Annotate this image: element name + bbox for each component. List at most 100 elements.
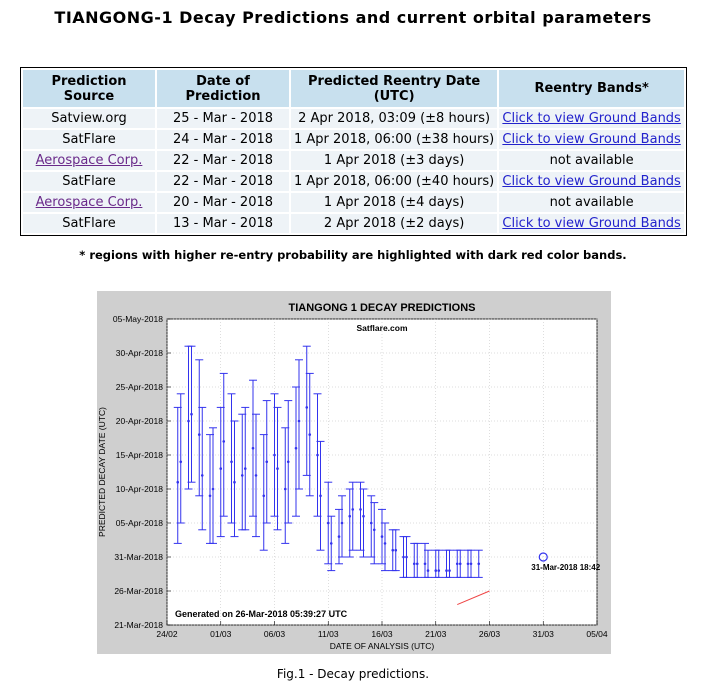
data-point bbox=[211, 487, 215, 491]
y-tick-label: 10-Apr-2018 bbox=[116, 484, 164, 494]
data-point bbox=[276, 467, 279, 470]
ground-bands-link[interactable]: Click to view Ground Bands bbox=[502, 174, 681, 189]
data-point bbox=[380, 535, 384, 538]
x-axis-label: DATE OF ANALYSIS (UTC) bbox=[330, 641, 435, 651]
cell-predicted-reentry-date: 1 Apr 2018, 06:00 (±40 hours) bbox=[291, 172, 498, 191]
decay-chart: TIANGONG 1 DECAY PREDICTIONSSatflare.com… bbox=[97, 302, 608, 651]
cell-predicted-reentry-date: 2 Apr 2018, 03:09 (±8 hours) bbox=[291, 109, 498, 128]
data-point bbox=[243, 467, 247, 470]
y-tick-label: 15-Apr-2018 bbox=[116, 450, 164, 460]
table-row: Aerospace Corp. 20 - Mar - 2018 1 Apr 2018… bbox=[23, 193, 684, 212]
data-point bbox=[362, 514, 365, 518]
cell-prediction-source: Satview.org bbox=[23, 109, 155, 128]
table-row: SatFlare 13 - Mar - 2018 2 Apr 2018 (±2 da… bbox=[23, 214, 684, 233]
data-point bbox=[340, 521, 344, 525]
cell-prediction-source: SatFlare bbox=[23, 130, 155, 149]
chart-frame: TIANGONG 1 DECAY PREDICTIONS Satflare.com… bbox=[97, 291, 611, 654]
data-point bbox=[469, 562, 473, 566]
table-row: SatFlare 24 - Mar - 2018 1 Apr 2018, 06:00… bbox=[23, 130, 684, 149]
x-tick-label: 31/03 bbox=[533, 629, 555, 639]
data-point bbox=[351, 508, 355, 511]
cell-predicted-reentry-date: 1 Apr 2018 (±4 days) bbox=[291, 193, 498, 212]
data-point bbox=[412, 562, 416, 566]
data-point bbox=[187, 419, 190, 423]
header-predicted-reentry-date: Predicted Reentry Date (UTC) bbox=[291, 70, 498, 107]
y-tick-label: 26-Mar-2018 bbox=[114, 586, 163, 596]
data-point bbox=[402, 555, 405, 559]
y-tick-label: 05-May-2018 bbox=[113, 314, 163, 324]
y-tick-label: 30-Apr-2018 bbox=[116, 348, 164, 358]
data-point bbox=[369, 521, 373, 525]
y-tick-label: 05-Apr-2018 bbox=[116, 518, 164, 528]
y-tick-label: 20-Apr-2018 bbox=[116, 416, 164, 426]
ground-bands-link[interactable]: Click to view Ground Bands bbox=[502, 216, 681, 231]
data-point bbox=[477, 562, 481, 566]
data-point bbox=[219, 467, 223, 470]
final-prediction-label: 31-Mar-2018 18:42 bbox=[531, 563, 600, 572]
data-point bbox=[319, 494, 322, 498]
cell-prediction-source: Aerospace Corp. bbox=[23, 151, 155, 170]
data-point bbox=[265, 460, 269, 464]
x-tick-label: 24/02 bbox=[156, 629, 178, 639]
data-point bbox=[372, 528, 376, 532]
x-tick-label: 11/03 bbox=[318, 629, 339, 639]
generated-annotation: Generated on 26-Mar-2018 05:39:27 UTC bbox=[175, 609, 348, 619]
data-point bbox=[329, 542, 333, 545]
data-point bbox=[415, 562, 419, 566]
cell-prediction-source: SatFlare bbox=[23, 172, 155, 191]
data-point bbox=[426, 569, 430, 572]
cell-predicted-reentry-date: 1 Apr 2018, 06:00 (±38 hours) bbox=[291, 130, 498, 149]
header-prediction-source: Prediction Source bbox=[23, 70, 155, 107]
source-link[interactable]: Aerospace Corp. bbox=[35, 195, 143, 210]
data-point bbox=[308, 433, 312, 436]
data-point bbox=[405, 555, 408, 559]
y-tick-label: 31-Mar-2018 bbox=[114, 552, 163, 562]
data-point bbox=[383, 542, 387, 545]
data-point bbox=[305, 406, 309, 409]
cell-date-of-prediction: 22 - Mar - 2018 bbox=[157, 151, 289, 170]
ground-bands-link[interactable]: Click to view Ground Bands bbox=[502, 132, 681, 147]
data-point bbox=[197, 433, 201, 436]
data-point bbox=[233, 480, 236, 484]
table-row: SatFlare 22 - Mar - 2018 1 Apr 2018, 06:00… bbox=[23, 172, 684, 191]
data-point bbox=[200, 474, 204, 477]
cell-date-of-prediction: 22 - Mar - 2018 bbox=[157, 172, 289, 191]
data-point bbox=[391, 548, 395, 552]
data-point bbox=[240, 474, 244, 477]
cell-reentry-bands: Click to view Ground Bands bbox=[499, 109, 684, 128]
x-tick-label: 21/03 bbox=[425, 629, 447, 639]
figure-caption: Fig.1 - Decay predictions. bbox=[276, 667, 430, 681]
cell-predicted-reentry-date: 2 Apr 2018 (±2 days) bbox=[291, 214, 498, 233]
x-tick-label: 26/03 bbox=[479, 629, 501, 639]
chart-title: TIANGONG 1 DECAY PREDICTIONS bbox=[288, 302, 475, 314]
table-header-row: Prediction Source Date of Prediction Pre… bbox=[23, 70, 684, 107]
data-point bbox=[294, 446, 298, 450]
final-prediction-marker bbox=[538, 552, 548, 562]
source-link[interactable]: Aerospace Corp. bbox=[35, 153, 143, 168]
ground-bands-link[interactable]: Click to view Ground Bands bbox=[502, 111, 681, 126]
table-row: Satview.org 25 - Mar - 2018 2 Apr 2018, 03… bbox=[23, 109, 684, 128]
data-point bbox=[297, 419, 301, 423]
x-tick-label: 05/04 bbox=[586, 629, 608, 639]
cell-date-of-prediction: 13 - Mar - 2018 bbox=[157, 214, 289, 233]
data-point bbox=[445, 569, 448, 572]
x-tick-label: 16/03 bbox=[371, 629, 393, 639]
data-point bbox=[222, 440, 226, 443]
y-axis-label: PREDICTED DECAY DATE (UTC) bbox=[97, 407, 107, 537]
data-point bbox=[283, 487, 287, 491]
data-point bbox=[448, 569, 451, 572]
data-point bbox=[262, 494, 266, 498]
data-point bbox=[179, 460, 183, 464]
data-point bbox=[434, 569, 438, 572]
data-point bbox=[316, 453, 319, 457]
cell-reentry-bands: not available bbox=[499, 193, 684, 212]
y-tick-label: 25-Apr-2018 bbox=[116, 382, 164, 392]
data-point bbox=[286, 460, 290, 464]
table-body: Satview.org 25 - Mar - 2018 2 Apr 2018, 03… bbox=[23, 109, 684, 233]
cell-date-of-prediction: 24 - Mar - 2018 bbox=[157, 130, 289, 149]
x-tick-label: 06/03 bbox=[264, 629, 286, 639]
header-reentry-bands: Reentry Bands* bbox=[499, 70, 684, 107]
data-point bbox=[190, 412, 193, 416]
data-point bbox=[176, 480, 180, 484]
data-point bbox=[437, 569, 441, 572]
